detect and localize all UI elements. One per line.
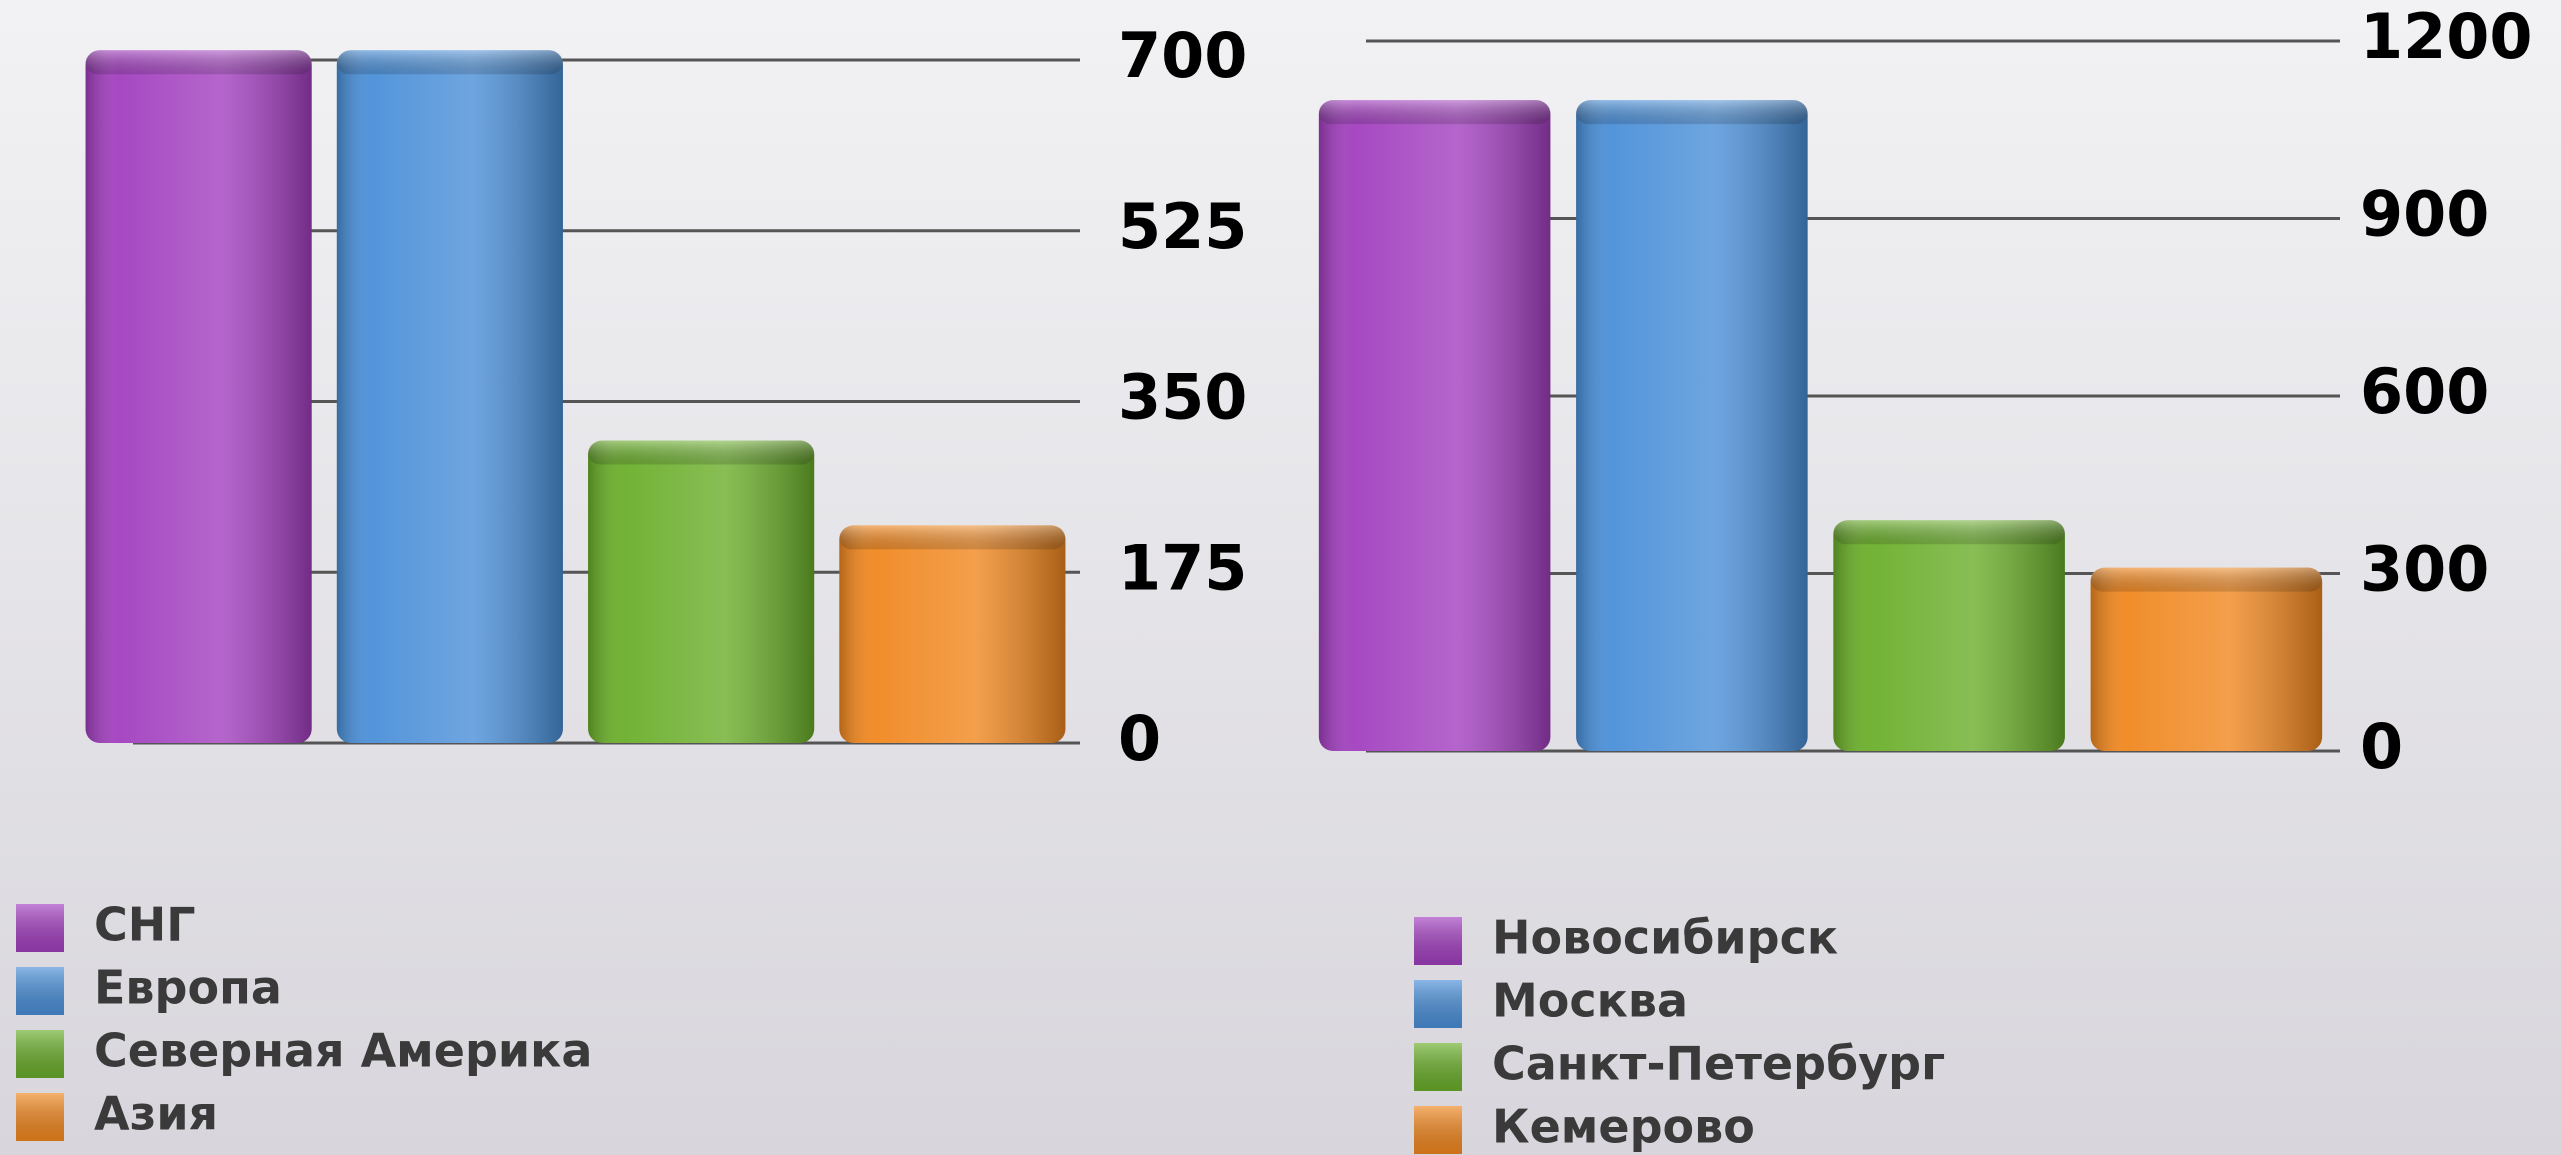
bar-shade [85, 50, 312, 743]
legend-swatch-shade [1414, 1106, 1462, 1154]
legend-swatch-shade [16, 1093, 64, 1141]
bar-shade [2090, 567, 2323, 751]
y-tick-label: 900 [2360, 178, 2489, 251]
bar-top [2090, 567, 2323, 592]
legend-label: Санкт-Петербург [1492, 1037, 1945, 1091]
legend-swatch-shade [16, 967, 64, 1015]
y-tick-label: 0 [2360, 710, 2403, 783]
bar-top [85, 50, 312, 75]
y-tick-label: 700 [1118, 19, 1247, 92]
y-tick-label: 525 [1118, 190, 1247, 263]
legend-swatch-shade [1414, 980, 1462, 1028]
y-tick-label: 0 [1118, 702, 1161, 775]
bar-shade [336, 50, 563, 743]
bar-top [1833, 520, 2065, 545]
y-tick-label: 300 [2360, 533, 2489, 606]
bar-top [588, 440, 815, 465]
legend-swatch-shade [16, 904, 64, 952]
legend-label: Новосибирск [1492, 911, 1838, 965]
bar-shade [1833, 520, 2065, 751]
y-tick-label: 600 [2360, 355, 2489, 428]
bar-top [1318, 100, 1551, 125]
legend-label: Азия [94, 1087, 218, 1141]
legend-label: Европа [94, 961, 282, 1015]
bar-shade [588, 440, 815, 743]
y-tick-label: 1200 [2360, 0, 2533, 73]
legend-swatch-shade [1414, 1043, 1462, 1091]
legend-swatch-shade [16, 1030, 64, 1078]
bar-shade [1576, 100, 1808, 751]
bar-top [1576, 100, 1808, 125]
bar-top [839, 525, 1066, 550]
bar-shade [1318, 100, 1551, 751]
legend-label: Москва [1492, 974, 1688, 1028]
legend-swatch-shade [1414, 917, 1462, 965]
y-tick-label: 175 [1118, 531, 1247, 604]
bar-shade [839, 525, 1066, 743]
bar-top [336, 50, 563, 75]
legend-label: Северная Америка [94, 1024, 592, 1078]
legend-label: СНГ [94, 898, 196, 952]
legend-label: Кемерово [1492, 1100, 1755, 1154]
y-tick-label: 350 [1118, 361, 1247, 434]
